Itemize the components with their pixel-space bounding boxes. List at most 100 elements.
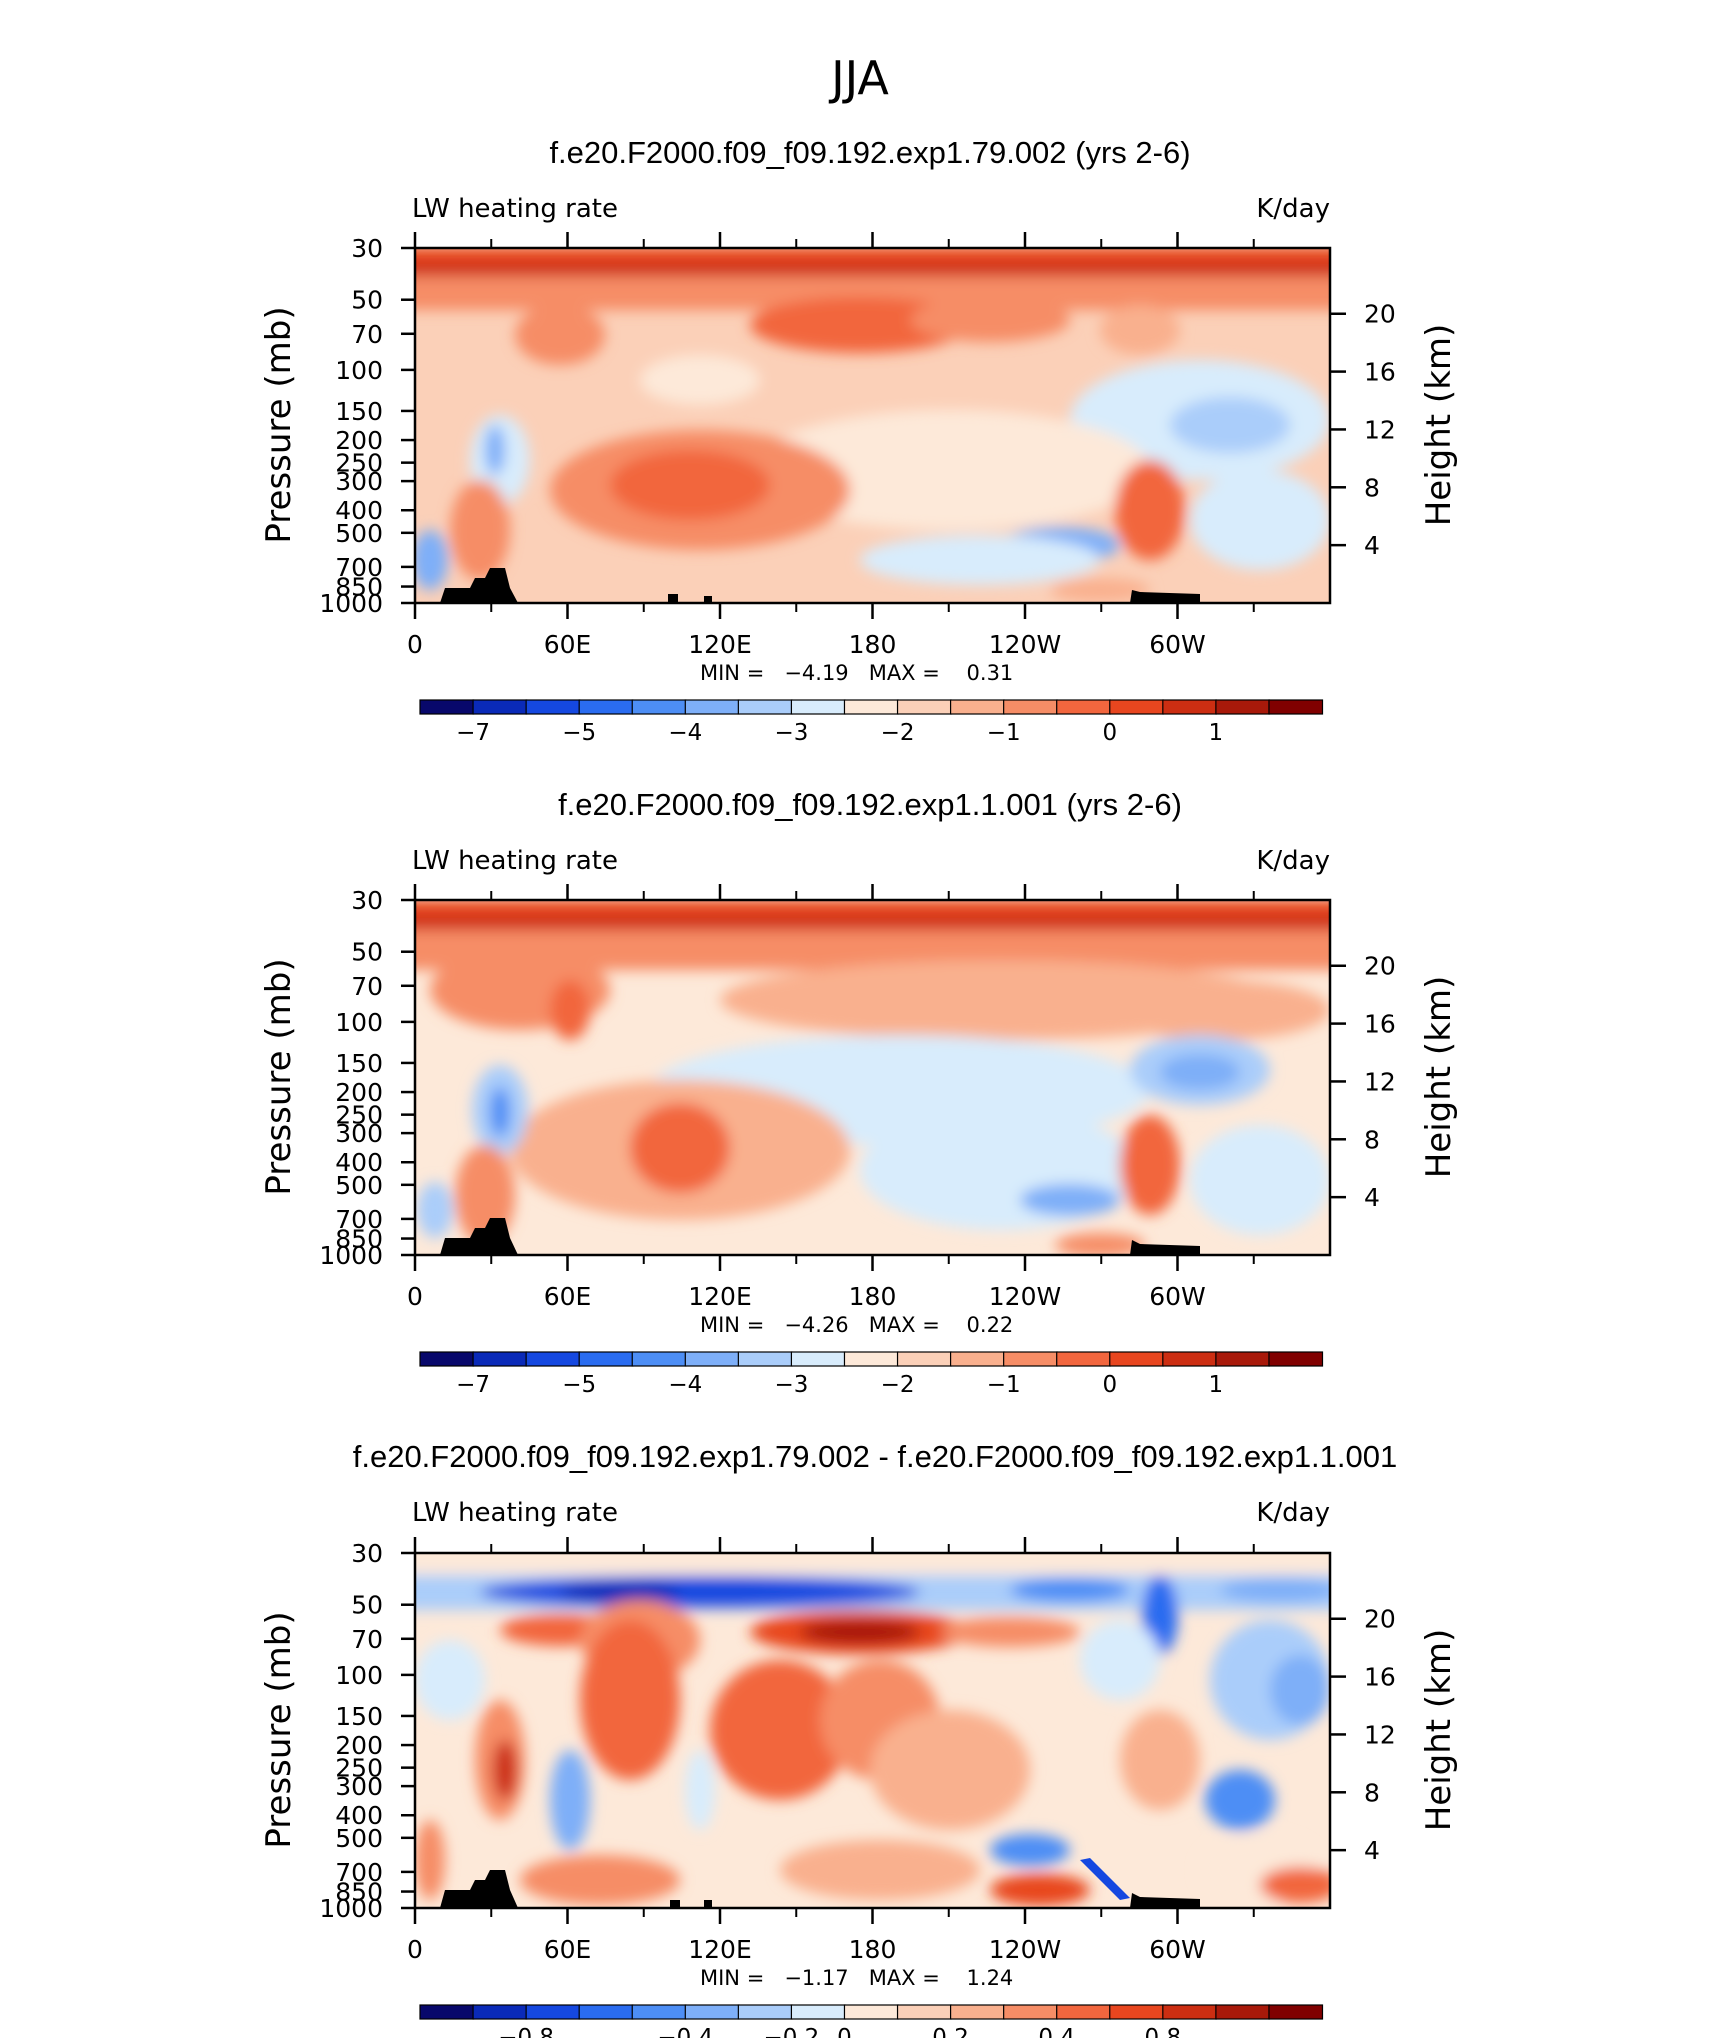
height-tick-label: 20	[1364, 1605, 1396, 1634]
y-tick-label: 850	[335, 1878, 383, 1907]
colorbar: −0.8 −0.4 −0.2 0 0.2 0.4 0.8	[419, 2004, 1324, 2038]
y-tick-label: 70	[351, 1625, 383, 1654]
contour-field	[415, 248, 1330, 603]
colorbar-label: 0	[837, 2025, 852, 2038]
field-label: LW heating rate	[412, 194, 618, 224]
x-tick-label: 180	[849, 1282, 897, 1311]
colorbar-swatch	[419, 1351, 475, 1367]
y-axis-label: Pressure (mb)	[259, 1611, 299, 1848]
colorbar-swatch	[525, 699, 581, 715]
colorbar-label: 0	[1102, 720, 1117, 746]
colorbar-swatch	[1215, 2004, 1271, 2020]
y-tick-label: 850	[335, 1225, 383, 1254]
x-tick-label: 60W	[1149, 1935, 1206, 1964]
colorbar-swatch	[1056, 2004, 1111, 2020]
colorbar-swatch	[896, 2004, 952, 2020]
y-tick-label: 70	[351, 972, 383, 1001]
colorbar-label: −5	[562, 1372, 596, 1398]
y-axis-label-right: Height (km)	[1419, 1629, 1459, 1832]
colorbar-swatch	[790, 1351, 846, 1367]
units-label: K/day	[1256, 194, 1330, 224]
colorbar-swatch	[631, 699, 687, 715]
x-tick-label: 0	[407, 630, 423, 659]
colorbar-swatch	[949, 1351, 1005, 1367]
y-tick-label: 100	[335, 356, 383, 385]
y-tick-label: 100	[335, 1661, 383, 1690]
y-tick-label: 400	[335, 496, 383, 525]
contour-field	[415, 900, 1330, 1255]
panel-2: f.e20.F2000.f09_f09.192.exp1.1.001 (yrs …	[259, 787, 1459, 1398]
colorbar-label: −0.4	[657, 2025, 713, 2038]
colorbar-swatch	[1268, 699, 1324, 715]
y-tick-label: 500	[335, 1171, 383, 1200]
colorbar-swatch	[1056, 699, 1111, 715]
x-tick-label: 60E	[544, 1935, 592, 1964]
colorbar-swatch	[737, 2004, 793, 2020]
colorbar-swatch	[1109, 1351, 1164, 1367]
height-tick-label: 16	[1364, 1010, 1396, 1039]
colorbar-label: 0	[1102, 1372, 1117, 1398]
x-tick-label: 60W	[1149, 630, 1206, 659]
y-axis-height: 20 16 12 8 4	[1330, 1605, 1396, 1865]
y-tick-label: 200	[335, 426, 383, 455]
colorbar-swatch	[525, 1351, 581, 1367]
colorbar-swatch	[419, 699, 475, 715]
height-tick-label: 8	[1364, 1778, 1380, 1807]
colorbar-swatch	[472, 2004, 528, 2020]
height-tick-label: 4	[1364, 1836, 1380, 1865]
colorbar-swatch	[737, 1351, 793, 1367]
colorbar-label: −2	[881, 1372, 915, 1398]
y-tick-label: 1000	[319, 589, 383, 618]
y-tick-label: 300	[335, 1772, 383, 1801]
colorbar-swatch	[1162, 699, 1217, 715]
x-tick-label: 0	[407, 1282, 423, 1311]
x-tick-label: 60E	[544, 1282, 592, 1311]
colorbar-swatch	[1109, 2004, 1164, 2020]
field-label: LW heating rate	[412, 1498, 618, 1528]
y-tick-label: 70	[351, 320, 383, 349]
x-axis: 0 60E 120E 180 120W 60W	[407, 232, 1255, 659]
colorbar-swatch	[790, 699, 846, 715]
colorbar-swatch	[578, 2004, 634, 2020]
y-tick-label: 30	[351, 1539, 383, 1568]
colorbar-swatch	[1109, 699, 1164, 715]
colorbar-swatch	[684, 2004, 740, 2020]
y-tick-label: 700	[335, 1205, 383, 1234]
x-tick-label: 120W	[989, 630, 1061, 659]
colorbar-swatch	[790, 2004, 846, 2020]
colorbar-swatch	[631, 2004, 687, 2020]
colorbar-swatch	[737, 699, 793, 715]
y-axis-height: 20 16 12 8 4	[1330, 300, 1396, 560]
colorbar-label: −0.8	[498, 2025, 554, 2038]
y-tick-label: 850	[335, 573, 383, 602]
colorbar-label: −0.2	[763, 2025, 819, 2038]
x-tick-label: 120E	[688, 630, 752, 659]
height-tick-label: 8	[1364, 473, 1380, 502]
y-tick-label: 500	[335, 1824, 383, 1853]
colorbar-swatch	[1268, 1351, 1324, 1367]
colorbar-swatch	[949, 699, 1005, 715]
colorbar-label: −5	[562, 720, 596, 746]
panel-title: f.e20.F2000.f09_f09.192.exp1.79.002 - f.…	[353, 1439, 1398, 1474]
min-max-stats: MIN = −4.19 MAX = 0.31	[700, 661, 1013, 685]
x-tick-label: 60E	[544, 630, 592, 659]
y-tick-label: 400	[335, 1148, 383, 1177]
colorbar-label: 0.8	[1145, 2025, 1182, 2038]
colorbar-swatch	[1215, 699, 1271, 715]
panel-title: f.e20.F2000.f09_f09.192.exp1.79.002 (yrs…	[549, 135, 1190, 170]
colorbar-swatch	[472, 699, 528, 715]
x-tick-label: 180	[849, 630, 897, 659]
min-max-stats: MIN = −1.17 MAX = 1.24	[700, 1966, 1013, 1990]
colorbar-label: −4	[668, 1372, 702, 1398]
x-axis: 0 60E 120E 180 120W 60W	[407, 884, 1255, 1311]
y-tick-label: 1000	[319, 1241, 383, 1270]
y-tick-label: 50	[351, 938, 383, 967]
x-tick-label: 120E	[688, 1282, 752, 1311]
colorbar-swatch	[684, 699, 740, 715]
x-tick-label: 180	[849, 1935, 897, 1964]
colorbar-swatch	[1003, 2004, 1058, 2020]
colorbar-swatch	[684, 1351, 740, 1367]
colorbar-swatch	[1215, 1351, 1271, 1367]
